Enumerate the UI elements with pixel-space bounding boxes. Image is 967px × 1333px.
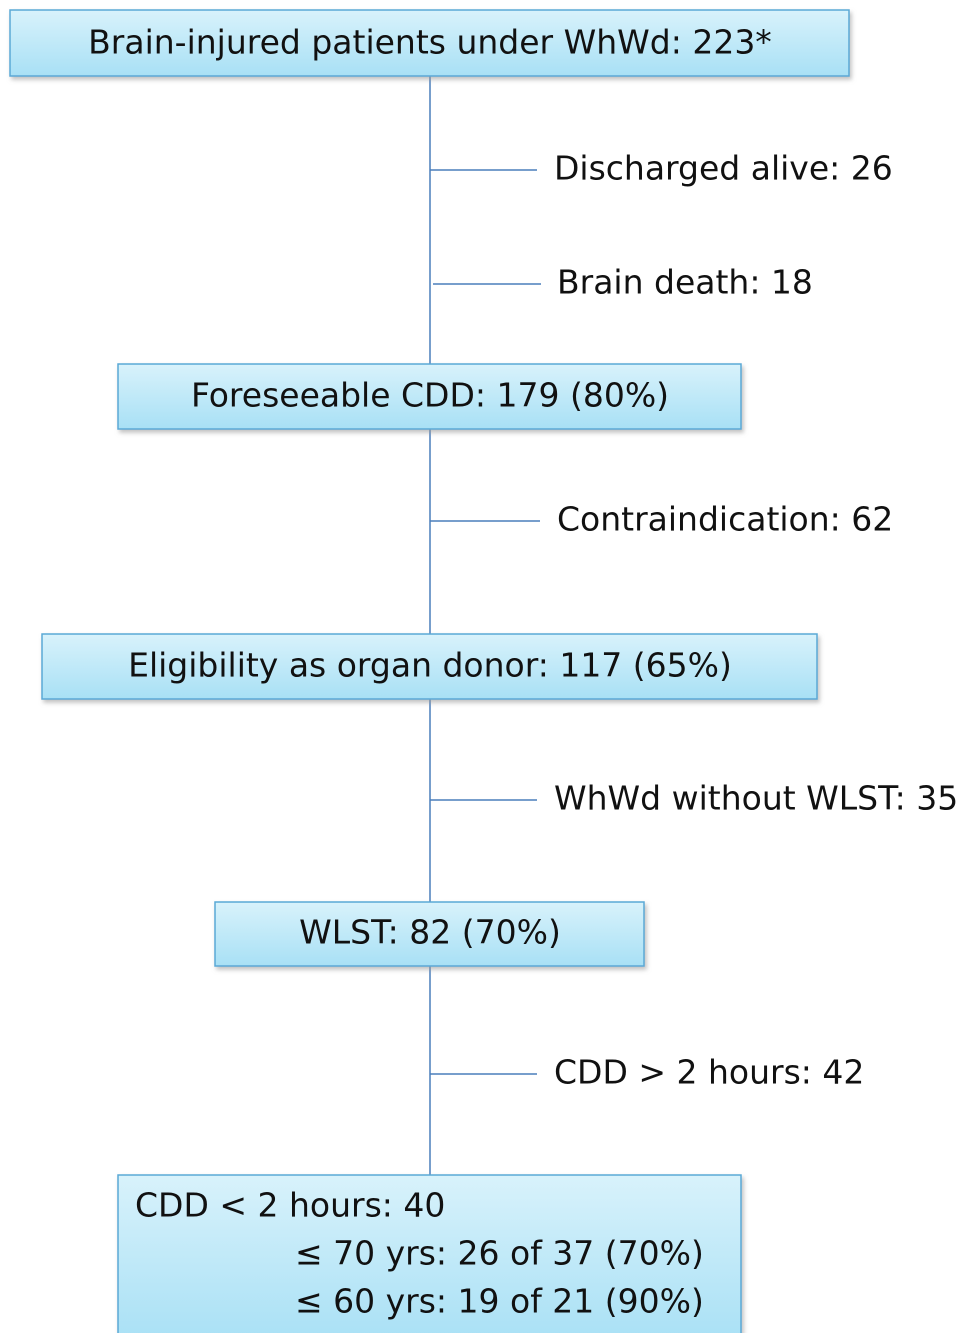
exclusion-label: CDD > 2 hours: 42: [554, 1053, 864, 1092]
node-label: WLST: 82 (70%): [299, 913, 561, 952]
exclusion-label: WhWd without WLST: 35: [554, 779, 958, 818]
box: [117, 363, 742, 430]
exclusion-label: Discharged alive: 26: [554, 149, 893, 188]
box: [41, 633, 818, 700]
node-label: Foreseeable CDD: 179 (80%): [191, 376, 669, 415]
exclusion-label: Brain death: 18: [557, 263, 813, 302]
node-label: Brain-injured patients under WhWd: 223*: [88, 23, 772, 62]
node-label: CDD < 2 hours: 40: [135, 1186, 445, 1225]
box: [117, 1174, 742, 1333]
node-label: Eligibility as organ donor: 117 (65%): [128, 646, 732, 685]
box: [9, 9, 850, 77]
node-label: ≤ 70 yrs: 26 of 37 (70%): [295, 1234, 704, 1273]
exclusion-label: Contraindication: 62: [557, 500, 893, 539]
box: [214, 901, 645, 967]
node-label: ≤ 60 yrs: 19 of 21 (90%): [295, 1282, 704, 1321]
